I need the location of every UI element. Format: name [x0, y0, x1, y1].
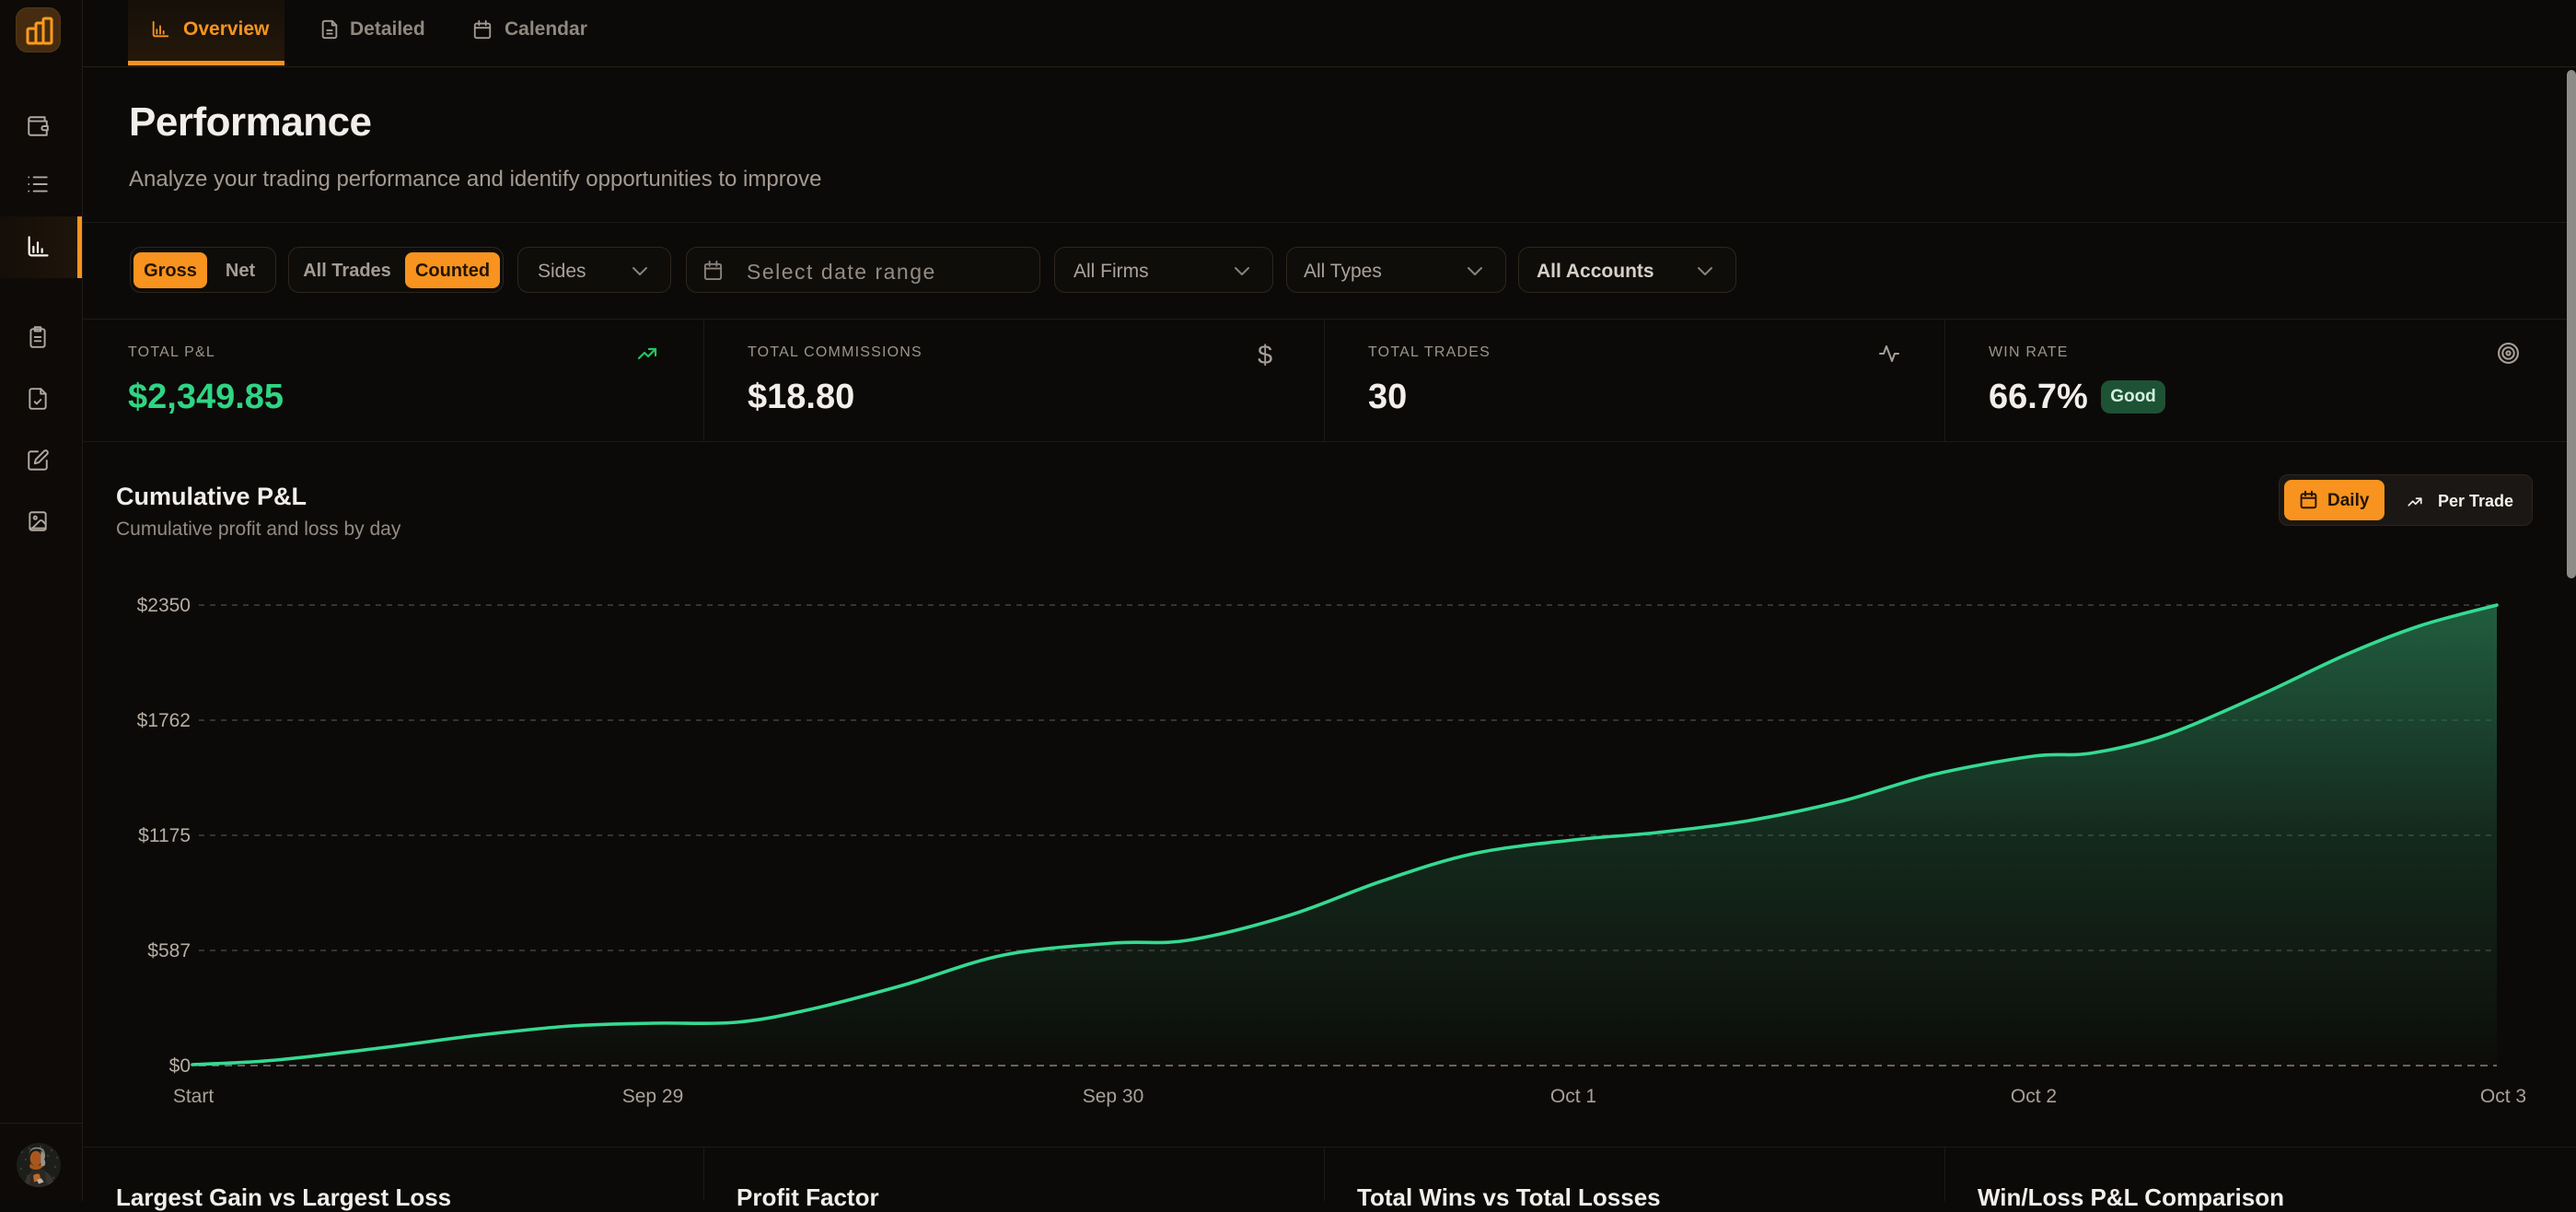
svg-text:$1175: $1175: [138, 825, 191, 846]
svg-text:$587: $587: [147, 940, 191, 961]
svg-text:$0: $0: [169, 1055, 191, 1077]
svg-text:Oct 2: Oct 2: [2011, 1086, 2057, 1107]
svg-text:Sep 29: Sep 29: [622, 1086, 684, 1107]
svg-text:Oct 3: Oct 3: [2480, 1086, 2526, 1107]
svg-text:Start: Start: [173, 1086, 215, 1107]
svg-text:$2350: $2350: [137, 595, 191, 616]
svg-text:Oct 1: Oct 1: [1550, 1086, 1596, 1107]
svg-text:$1762: $1762: [137, 710, 191, 731]
svg-text:Sep 30: Sep 30: [1083, 1086, 1144, 1107]
